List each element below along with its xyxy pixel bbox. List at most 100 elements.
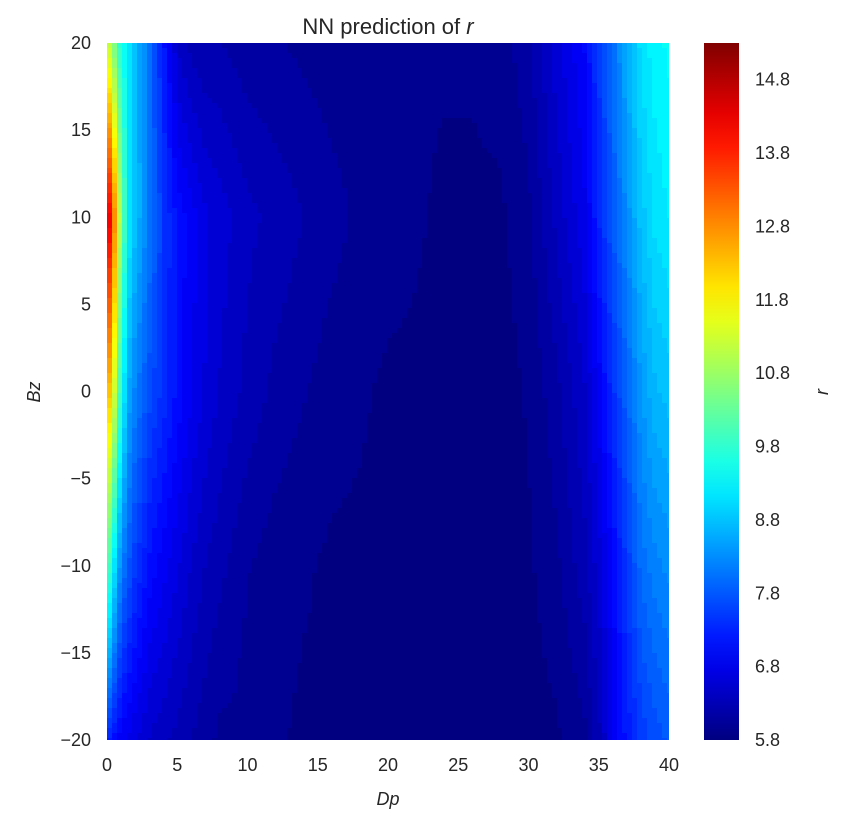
heatmap-cell [227, 238, 233, 244]
heatmap-cell [182, 83, 188, 89]
heatmap-cell [377, 88, 383, 94]
heatmap-cell [607, 108, 613, 114]
heatmap-cell [197, 173, 203, 179]
heatmap-cell [302, 98, 308, 104]
heatmap-cell [177, 233, 183, 239]
heatmap-cell [442, 153, 448, 159]
heatmap-cell [392, 133, 398, 139]
heatmap-cell [267, 163, 273, 169]
heatmap-cell [627, 93, 633, 99]
heatmap-cell [192, 98, 198, 104]
heatmap-cell [182, 218, 188, 224]
heatmap-cell [647, 198, 653, 204]
heatmap-cell [142, 168, 148, 174]
heatmap-cell [467, 253, 473, 259]
heatmap-cell [212, 53, 218, 59]
heatmap-cell [117, 58, 123, 64]
heatmap-cell [247, 133, 253, 139]
heatmap-cell [532, 238, 538, 244]
heatmap-cell [267, 88, 273, 94]
heatmap-cell [637, 48, 643, 54]
heatmap-cell [252, 58, 258, 64]
heatmap-cell [287, 63, 293, 69]
heatmap-cell [147, 118, 153, 124]
heatmap-cell [302, 223, 308, 229]
heatmap-cell [367, 143, 373, 149]
heatmap-cell [232, 83, 238, 89]
heatmap-cell [587, 43, 593, 49]
heatmap-cell [437, 118, 443, 124]
heatmap-cell [432, 198, 438, 204]
heatmap-cell [467, 98, 473, 104]
heatmap-cell [587, 243, 593, 249]
heatmap-cell [317, 163, 323, 169]
heatmap-cell [377, 233, 383, 239]
heatmap-cell [607, 178, 613, 184]
heatmap-cell [457, 193, 463, 199]
heatmap-cell [317, 178, 323, 184]
heatmap-cell [582, 238, 588, 244]
heatmap-cell [252, 138, 258, 144]
heatmap-cell [252, 253, 258, 259]
heatmap-cell [432, 188, 438, 194]
heatmap-cell [557, 83, 563, 89]
heatmap-cell [217, 133, 223, 139]
heatmap-cell [557, 153, 563, 159]
heatmap-cell [542, 198, 548, 204]
heatmap-cell [612, 158, 618, 164]
heatmap-cell [597, 113, 603, 119]
heatmap-cell [582, 258, 588, 264]
heatmap-cell [187, 143, 193, 149]
heatmap-cell [462, 108, 468, 114]
heatmap-cell [642, 203, 648, 209]
heatmap-cell [152, 73, 158, 79]
heatmap-cell [627, 193, 633, 199]
heatmap-cell [352, 83, 358, 89]
heatmap-cell [167, 158, 173, 164]
heatmap-cell [172, 43, 178, 49]
heatmap-cell [337, 68, 343, 74]
heatmap-cell [157, 163, 163, 169]
heatmap-cell [412, 173, 418, 179]
heatmap-cell [117, 198, 123, 204]
heatmap-cell [492, 228, 498, 234]
heatmap-cell [142, 83, 148, 89]
heatmap-cell [537, 163, 543, 169]
heatmap-cell [642, 228, 648, 234]
heatmap-cell [392, 53, 398, 59]
heatmap-cell [202, 118, 208, 124]
heatmap-cell [592, 193, 598, 199]
heatmap-cell [282, 133, 288, 139]
heatmap-cell [252, 203, 258, 209]
heatmap-cell [232, 168, 238, 174]
heatmap-cell [512, 228, 518, 234]
heatmap-cell [287, 48, 293, 54]
heatmap-cell [322, 233, 328, 239]
heatmap-cell [392, 98, 398, 104]
heatmap-cell [607, 73, 613, 79]
heatmap-cell [662, 48, 668, 54]
heatmap-cell [577, 188, 583, 194]
heatmap-cell [562, 258, 568, 264]
heatmap-cell [437, 108, 443, 114]
heatmap-cell [457, 238, 463, 244]
heatmap-cell [322, 208, 328, 214]
heatmap-cell [342, 58, 348, 64]
heatmap-cell [312, 43, 318, 49]
heatmap-cell [342, 153, 348, 159]
heatmap-cell [197, 218, 203, 224]
heatmap-cell [187, 218, 193, 224]
heatmap-cell [607, 253, 613, 259]
heatmap-cell [507, 123, 513, 129]
heatmap-cell [222, 43, 228, 49]
heatmap-cell [212, 78, 218, 84]
heatmap-cell [322, 43, 328, 49]
heatmap-cell [287, 178, 293, 184]
heatmap-cell [442, 133, 448, 139]
heatmap-cell [187, 178, 193, 184]
heatmap-cell [352, 133, 358, 139]
heatmap-cell [652, 163, 658, 169]
heatmap-cell [612, 68, 618, 74]
heatmap-cell [417, 83, 423, 89]
heatmap-cell [237, 58, 243, 64]
